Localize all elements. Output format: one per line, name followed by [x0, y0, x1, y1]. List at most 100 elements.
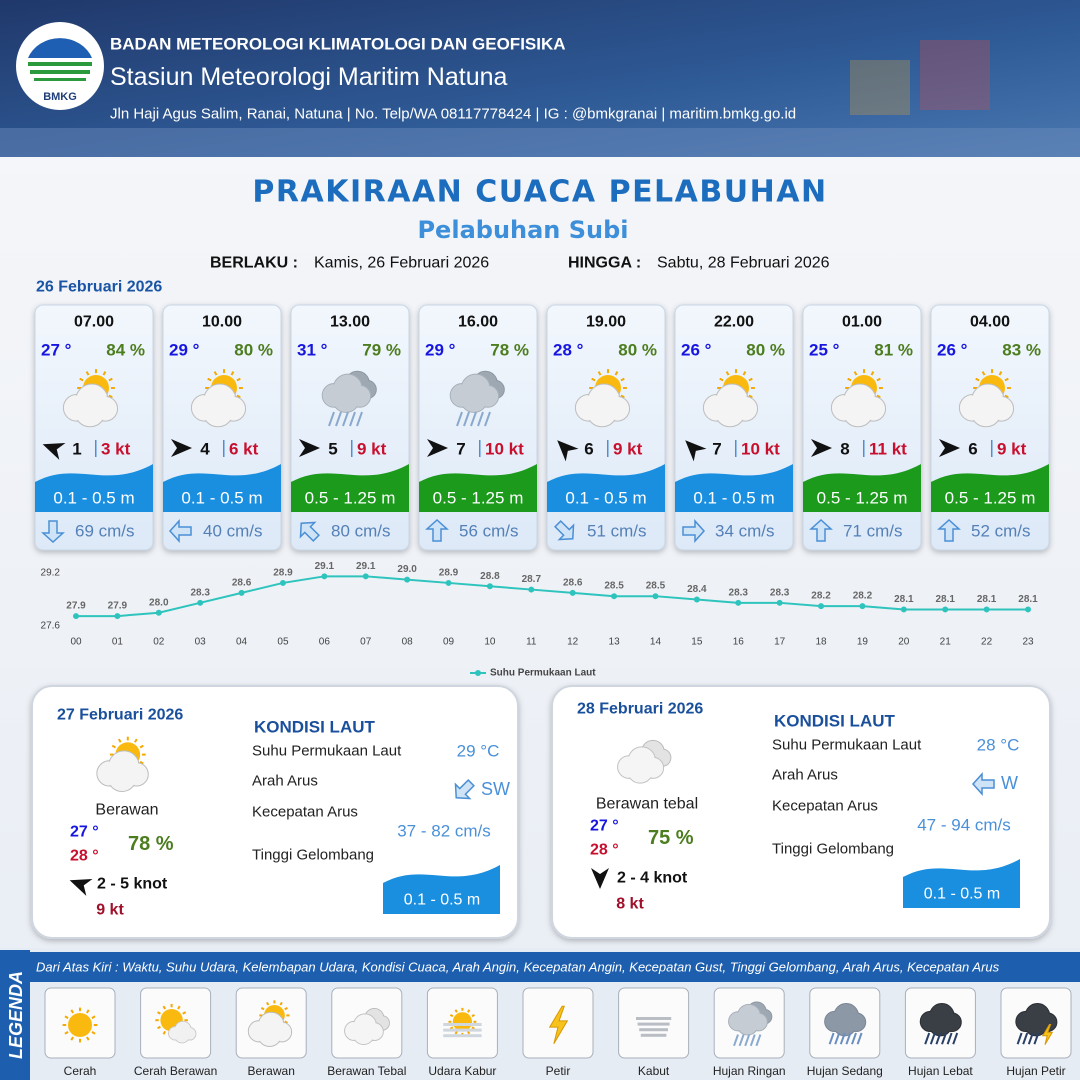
- wave-height: 0.5 - 1.25 m: [433, 489, 524, 508]
- x-tick-label: 02: [153, 637, 165, 648]
- cloud-fill: [628, 758, 653, 783]
- wind-speed: 6: [968, 440, 977, 459]
- separator: [479, 440, 481, 457]
- value-label: 28.5: [646, 581, 666, 592]
- point: [735, 599, 742, 606]
- wave-band: [35, 464, 153, 512]
- time: 16.00: [458, 314, 498, 331]
- air-temp: 25 °: [809, 341, 840, 360]
- value-label: 28.4: [687, 584, 707, 595]
- x-tick-label: 13: [609, 637, 621, 648]
- cloud-fill: [108, 763, 136, 791]
- air-temp: 28 °: [553, 341, 584, 360]
- sun-ray: [614, 371, 619, 376]
- sun-ray: [139, 760, 144, 765]
- point: [1025, 606, 1031, 613]
- rain-drop: [1027, 1032, 1034, 1045]
- wind-speed: 6: [584, 440, 593, 459]
- sun-ray: [86, 1036, 90, 1041]
- sun-ray: [70, 1009, 74, 1014]
- weather-icon: [830, 369, 887, 428]
- air-temp: 29 °: [169, 341, 200, 360]
- weather-icon: [617, 739, 672, 784]
- current-dir: SW: [481, 779, 510, 799]
- rain-drop: [335, 411, 342, 427]
- wave: 0.1 - 0.5 m: [404, 892, 480, 909]
- value-label: 28.2: [811, 591, 831, 602]
- sun-ray: [157, 1011, 161, 1015]
- wave-band: [803, 464, 921, 512]
- wind-arrow: [811, 439, 832, 457]
- legend-title: LEGENDA: [6, 971, 26, 1059]
- time: 10.00: [202, 314, 242, 331]
- value-label: 28.7: [522, 574, 542, 585]
- sun-ray: [91, 1015, 96, 1019]
- kondisi-label: KONDISI LAUT: [254, 718, 376, 737]
- humidity: 80 %: [234, 341, 273, 360]
- weather-icon: [548, 1005, 569, 1044]
- address: Jln Haji Agus Salim, Ranai, Natuna | No.…: [110, 106, 796, 123]
- rain-drop: [456, 411, 463, 427]
- value-label: 28.6: [232, 577, 252, 588]
- wind-arrow: [591, 868, 609, 889]
- separator: [735, 440, 737, 457]
- point: [321, 573, 328, 580]
- gust: 8 kt: [616, 896, 644, 913]
- sun-ray: [102, 371, 107, 376]
- wave-band: [419, 464, 537, 512]
- rain-drop: [470, 411, 477, 427]
- wind-speed: 1: [72, 440, 81, 459]
- legend-item: Berawan: [235, 987, 307, 1078]
- fog: [636, 1017, 672, 1020]
- cloud-fill: [1025, 1013, 1047, 1036]
- weather-icon: [824, 1002, 867, 1045]
- wind-arrow: [42, 442, 66, 460]
- haze: [443, 1023, 482, 1026]
- rain-drop: [1016, 1032, 1023, 1045]
- weather-icon: [190, 369, 247, 428]
- point: [279, 579, 286, 586]
- condition: Berawan: [95, 802, 158, 819]
- value-label: 27.9: [66, 601, 86, 612]
- point: [114, 613, 121, 620]
- legend-label: Berawan Tebal: [327, 1064, 406, 1078]
- sun-ray: [279, 1001, 283, 1006]
- rain-drop: [477, 411, 484, 427]
- x-tick-label: 21: [940, 637, 952, 648]
- point: [983, 606, 990, 613]
- humidity: 81 %: [874, 341, 913, 360]
- gust: 6 kt: [229, 440, 259, 459]
- value-label: 28.1: [894, 594, 914, 605]
- sun: [68, 1013, 92, 1037]
- humidity: 80 %: [618, 341, 657, 360]
- sun-ray: [64, 1031, 69, 1035]
- wave-label: Tinggi Gelombang: [252, 847, 374, 864]
- x-tick-label: 16: [733, 637, 745, 648]
- x-tick-label: 11: [526, 637, 537, 648]
- value-label: 27.9: [108, 601, 128, 612]
- subtitle: Pelabuhan Subi: [417, 216, 628, 244]
- rain-drop: [755, 1034, 762, 1047]
- legend-item: Kabut: [618, 987, 690, 1078]
- sun-ray: [876, 377, 881, 382]
- panel-date: 27 Februari 2026: [57, 707, 183, 724]
- panel-bg: [31, 685, 519, 939]
- valid-to: Sabtu, 28 Februari 2026: [657, 255, 830, 272]
- sst: 28 °C: [977, 736, 1020, 755]
- x-tick-label: 07: [360, 637, 372, 648]
- x-tick-label: 10: [484, 637, 496, 648]
- current-speed: 51 cm/s: [587, 522, 647, 541]
- x-tick-label: 06: [319, 637, 331, 648]
- temp-max: 28 °: [590, 842, 619, 859]
- sun-ray: [454, 1009, 458, 1013]
- current-speed: 80 cm/s: [331, 522, 391, 541]
- rain-drop: [839, 1032, 846, 1045]
- sun-ray: [742, 371, 747, 376]
- rain-drop: [328, 411, 335, 427]
- separator: [95, 440, 97, 457]
- value-label: 28.8: [480, 571, 500, 582]
